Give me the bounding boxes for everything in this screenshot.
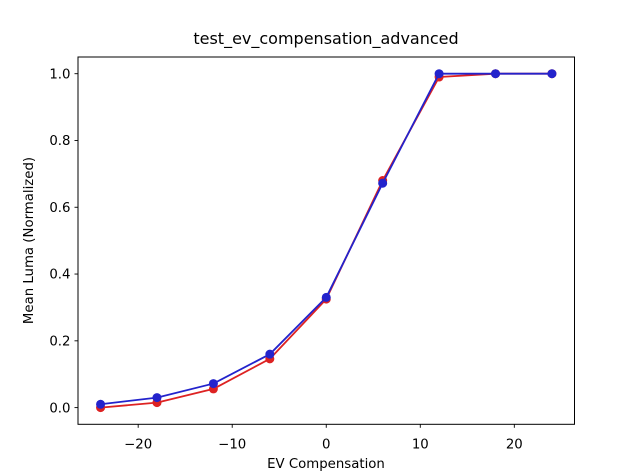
blue-run-marker — [208, 379, 218, 389]
x-tick-label: −10 — [218, 438, 246, 453]
plot-area — [78, 57, 575, 425]
y-tick-label: 0.8 — [49, 134, 70, 149]
blue-run-marker — [321, 292, 331, 302]
x-axis-label: EV Compensation — [267, 457, 385, 472]
x-tick-label: 20 — [506, 438, 523, 453]
blue-run-marker — [265, 349, 275, 359]
x-tick-label: 0 — [322, 438, 330, 453]
x-tick-label: −20 — [124, 438, 152, 453]
y-tick-label: 0.4 — [49, 268, 70, 283]
y-axis-label: Mean Luma (Normalized) — [22, 157, 37, 324]
y-tick-label: 0.0 — [49, 401, 70, 416]
series-layer — [96, 69, 557, 413]
blue-run-marker — [491, 69, 501, 79]
blue-run-marker — [434, 69, 444, 79]
tick-layer: −20 −10 0 10 20 0.0 0.2 0.4 0.6 0.8 1.0 — [49, 67, 522, 452]
blue-run-marker — [152, 393, 162, 403]
y-tick-label: 1.0 — [49, 67, 70, 82]
x-tick-label: 10 — [412, 438, 429, 453]
y-tick-label: 0.2 — [49, 335, 70, 350]
blue-run-marker — [547, 69, 557, 79]
plot-title: test_ev_compensation_advanced — [193, 29, 458, 49]
blue-run-marker — [96, 399, 106, 409]
blue-run-marker — [378, 178, 388, 188]
y-tick-label: 0.6 — [49, 201, 70, 216]
